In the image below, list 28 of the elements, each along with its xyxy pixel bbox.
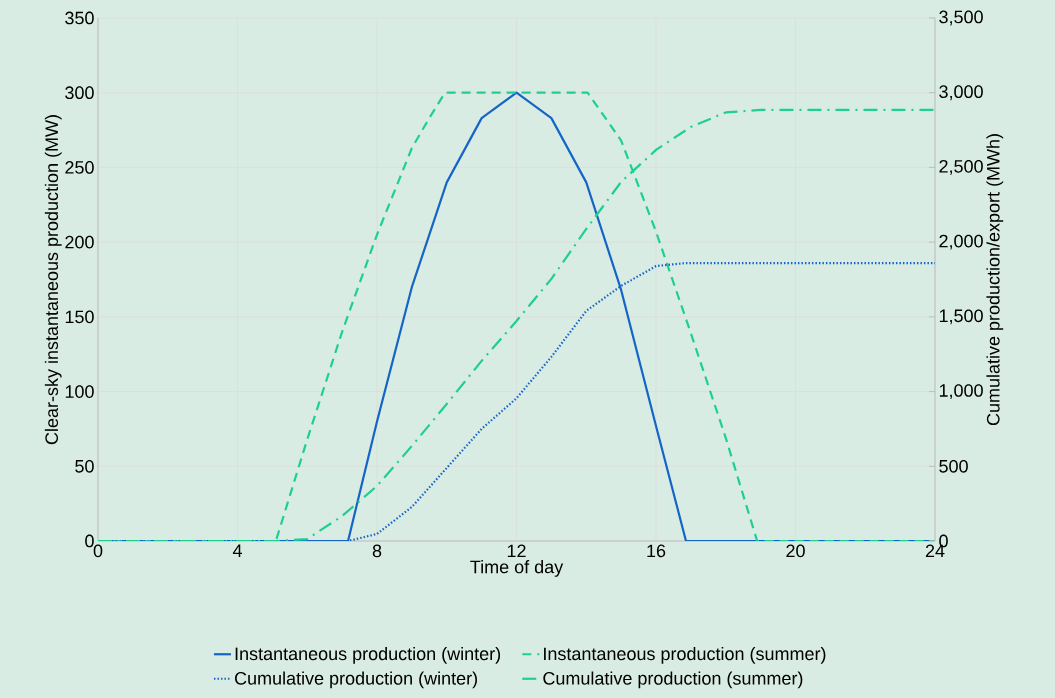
y2-tick-label: 3,500 xyxy=(939,10,983,26)
x-axis-title: Time of day xyxy=(470,560,564,577)
legend-label: Instantaneous production (winter) xyxy=(235,646,501,664)
x-tick-label: 16 xyxy=(647,544,666,558)
y-tick-label: 200 xyxy=(65,235,94,249)
y2-tick-label: 500 xyxy=(939,459,968,473)
y2-tick-label: 2,500 xyxy=(939,159,983,175)
y-tick-label: 300 xyxy=(65,86,94,100)
y-tick-label: 100 xyxy=(65,385,94,398)
y-tick-label: 0 xyxy=(85,534,94,548)
x-tick-label: 8 xyxy=(372,544,382,558)
legend-label: Cumulative production (winter) xyxy=(234,671,477,689)
y2-tick-label: 1,000 xyxy=(939,384,983,399)
y-axis-title: Clear-sky instantaneous production (MW) xyxy=(44,115,62,445)
y2-tick-label: 1,500 xyxy=(939,309,983,325)
x-tick-label: 20 xyxy=(786,544,805,558)
y2-tick-label: 3,000 xyxy=(939,85,983,101)
x-tick-label: 12 xyxy=(507,544,526,558)
legend-label: Cumulative production (summer) xyxy=(543,671,803,689)
y-tick-label: 50 xyxy=(75,459,94,473)
x-tick-label: 0 xyxy=(93,544,103,558)
y2-tick-label: 2,000 xyxy=(939,234,983,250)
x-tick-label: 4 xyxy=(232,544,242,557)
y-tick-label: 150 xyxy=(65,310,94,324)
y-tick-label: 250 xyxy=(65,161,94,174)
y2-axis-title: Cumulative production/export (MWh) xyxy=(986,134,1004,426)
y-tick-label: 350 xyxy=(65,11,94,25)
legend-label: Instantaneous production (summer) xyxy=(544,646,826,664)
